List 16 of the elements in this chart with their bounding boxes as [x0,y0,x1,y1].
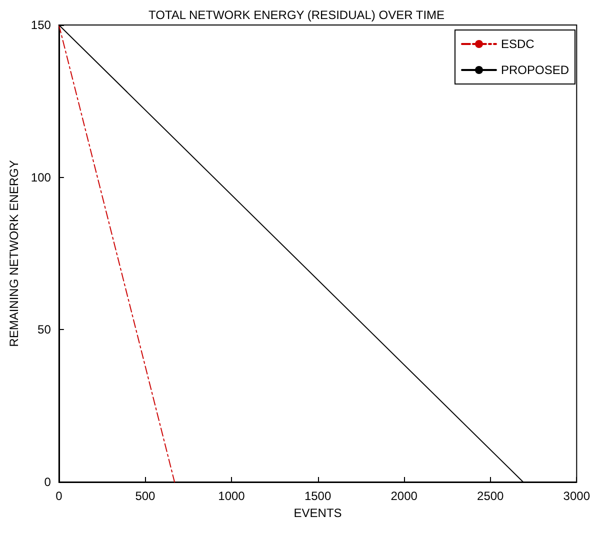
y-tick-label: 150 [30,18,52,32]
y-tick-label: 50 [38,322,52,337]
x-tick-label: 1500 [304,489,332,503]
x-tick-label: 3000 [563,489,590,503]
legend-label: ESDC [500,37,535,51]
y-tick-label: 0 [44,475,52,489]
x-tick-label: 1000 [218,489,246,503]
chart-title: TOTAL NETWORK ENERGY (RESIDUAL) OVER TIME [148,8,445,22]
y-tick-label: 100 [30,170,52,184]
x-axis-title: EVENTS [294,506,342,520]
x-tick-label: 2500 [477,489,504,503]
legend-label: PROPOSED [500,63,570,77]
x-tick-label: 2000 [390,489,418,503]
y-axis-title: REMAINING NETWORK ENERGY [7,160,21,347]
x-tick-label: 500 [135,489,156,503]
x-tick-label: 0 [56,489,63,503]
